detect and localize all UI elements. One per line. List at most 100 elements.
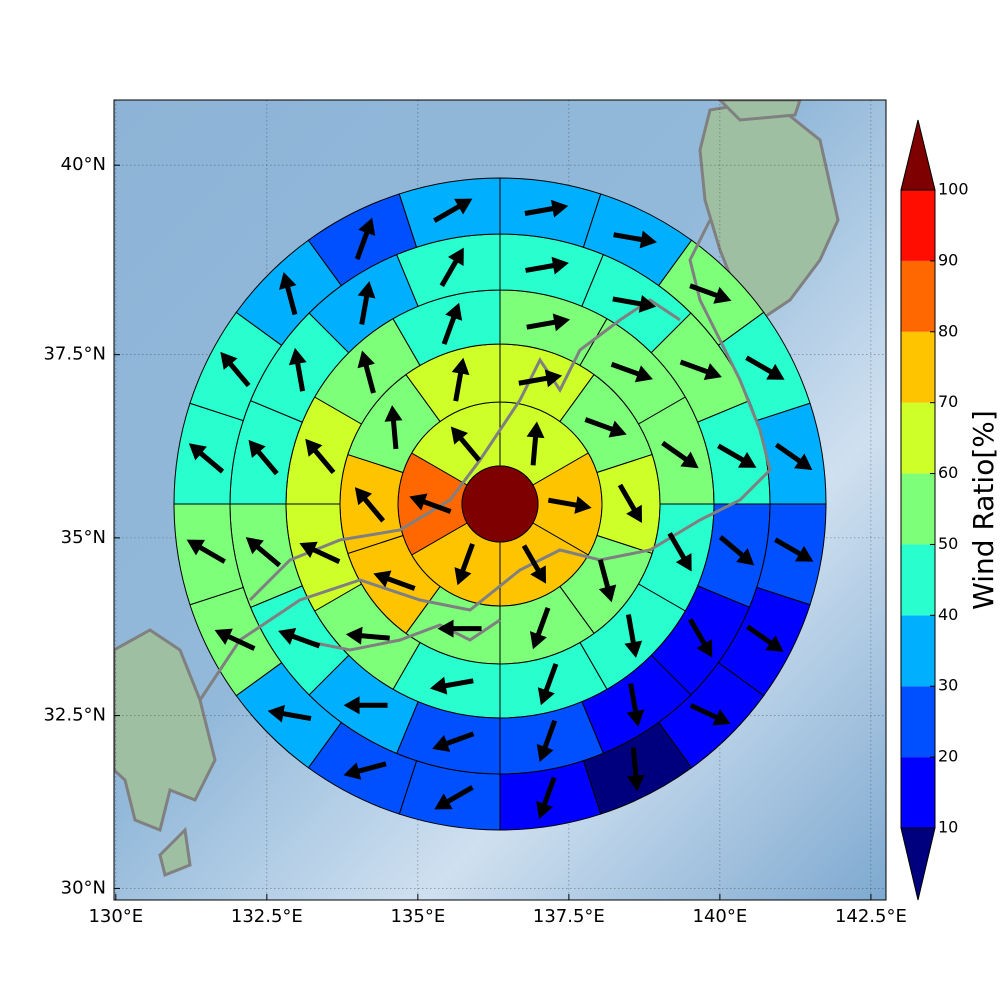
wind-arrow (774, 442, 813, 471)
wind-arrow (220, 351, 251, 388)
wind-arrow (529, 607, 551, 650)
wind-arrow (188, 443, 225, 474)
wind-arrow (343, 761, 387, 780)
wind-arrow (451, 357, 470, 402)
wind-arrow (279, 272, 298, 316)
center-circle (461, 465, 539, 543)
y-tick-label: 40°N (61, 154, 106, 175)
wind-arrow (345, 626, 390, 645)
wind-arrow (245, 537, 282, 568)
wind-arrow (526, 421, 545, 466)
wind-arrow (689, 283, 732, 304)
wind-arrow (613, 230, 657, 249)
wind-arrow (354, 487, 386, 523)
colorbar-tick-label: 80 (938, 321, 958, 340)
wind-arrow (439, 247, 464, 287)
wind-arrow (299, 541, 341, 564)
wind-arrow (186, 539, 226, 564)
wind-arrow (288, 347, 307, 392)
axes-frame (113, 99, 887, 901)
wind-arrow (305, 438, 336, 475)
wind-arrow (278, 627, 321, 649)
wind-arrow (354, 217, 376, 261)
colorbar-tick-label: 90 (938, 250, 958, 269)
x-tick-label: 132.5°E (231, 906, 303, 927)
wind-arrow (525, 256, 569, 275)
wind-arrow (357, 350, 376, 394)
x-tick-label: 137.5°E (533, 906, 605, 927)
coastline (198, 219, 772, 701)
wind-arrow (667, 532, 692, 572)
colorbar-bin (901, 473, 935, 545)
colorbar-tick-label: 100 (938, 180, 969, 199)
wind-arrow (547, 496, 592, 514)
wind-arrow (610, 361, 653, 383)
wind-arrow (597, 559, 617, 603)
colorbar-tick-label: 70 (938, 392, 958, 411)
wind-arrow (437, 619, 482, 638)
colorbar-tick-label: 50 (938, 534, 958, 553)
wind-arrow (248, 439, 279, 476)
wind-arrow (718, 535, 755, 566)
colorbar-bin (901, 757, 935, 828)
wind-arrow (717, 443, 757, 468)
colorbar-tick-label: 20 (938, 747, 958, 766)
colorbar-bin (901, 190, 935, 261)
y-tick-label: 37.5°N (43, 344, 106, 365)
colorbar-bin (901, 686, 935, 758)
colorbar-bin (901, 260, 935, 332)
wind-arrow (343, 696, 388, 715)
y-tick-label: 30°N (61, 877, 106, 898)
wind-arrow (536, 776, 557, 820)
wind-arrow (526, 313, 571, 332)
wind-arrow (433, 198, 473, 223)
wind-arrow (612, 294, 657, 313)
wind-arrow (624, 614, 643, 658)
map-land (114, 100, 840, 878)
colorbar-label: Wind Ratio[%] (967, 410, 1000, 610)
colorbar-under (900, 827, 936, 901)
wind-arrow (432, 731, 475, 752)
wind-arrow (661, 440, 699, 469)
arrows (186, 198, 814, 820)
wind-arrow (454, 543, 475, 586)
wind-arrow (679, 359, 722, 381)
wind-arrow (214, 628, 256, 651)
wind-arrow (384, 405, 403, 450)
colorbar-bin (901, 331, 935, 403)
x-tick-label: 130°E (88, 906, 143, 927)
sectors (173, 177, 827, 831)
colorbar: 10 20 30 40 50 60 70 80 90 100 (900, 119, 969, 901)
wind-arrow (626, 683, 645, 727)
wind-arrow (689, 703, 731, 726)
wind-arrow (409, 493, 452, 514)
colorbar-tick-label: 10 (938, 818, 958, 837)
wind-arrow (537, 663, 559, 706)
y-tick-label: 35°N (61, 527, 106, 548)
wind-arrow (441, 302, 463, 345)
x-tick-label: 135°E (390, 906, 445, 927)
wind-arrow (521, 544, 546, 584)
wind-arrow (746, 624, 784, 652)
wind-arrow (774, 537, 814, 562)
ticks: 130°E 132.5°E 135°E 137.5°E 140°E 142.5°E 30°N… (43, 154, 906, 927)
wind-arrow (518, 369, 563, 388)
wind-arrow (536, 719, 558, 763)
colorbar-over (900, 119, 936, 191)
wind-arrow (617, 483, 642, 524)
colorbar-bin (901, 615, 935, 687)
wind-arrow (357, 281, 376, 325)
wind-arrow (267, 704, 312, 723)
colorbar-bin (901, 544, 935, 616)
colorbar-tick-label: 60 (938, 463, 958, 482)
y-tick-label: 32.5°N (43, 705, 106, 726)
wind-arrow (373, 570, 416, 591)
wind-arrow (584, 417, 627, 438)
wind-arrow (429, 676, 474, 695)
colorbar-tick-label: 40 (938, 605, 958, 624)
colorbar-tick-label: 30 (938, 676, 958, 695)
colorbar-frame (900, 189, 936, 829)
wind-arrow (626, 747, 645, 792)
x-tick-label: 142.5°E (835, 906, 907, 927)
